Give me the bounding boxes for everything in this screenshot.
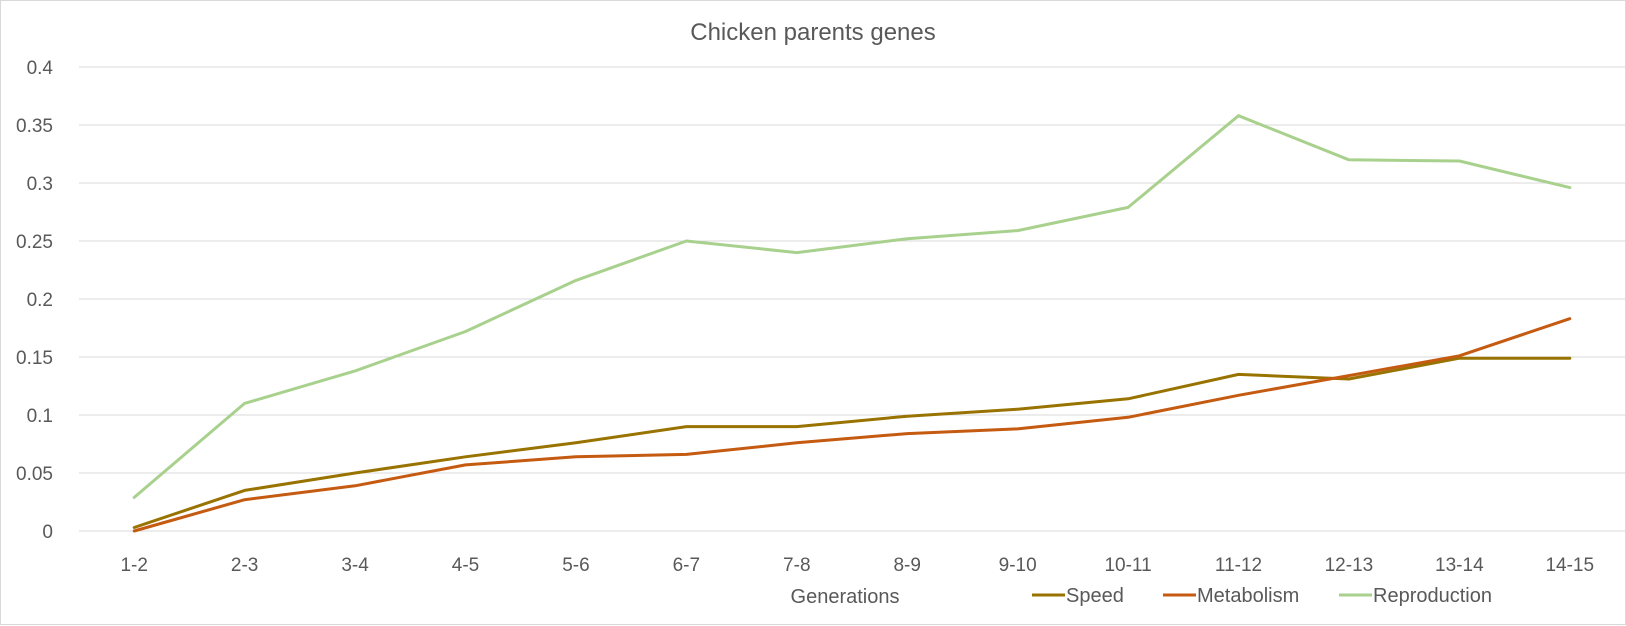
y-axis: 0 0.05 0.1 0.15 0.2 0.25 0.3 0.35 0.4: [16, 58, 53, 543]
y-tick-label: 0.3: [27, 174, 53, 195]
series-line-speed: [132, 356, 1572, 529]
legend-label-speed: Speed: [1066, 585, 1124, 607]
chart-title: Chicken parents genes: [690, 19, 935, 46]
y-tick-label: 0.15: [16, 348, 53, 369]
x-tick-label: 10-11: [1104, 555, 1151, 576]
x-tick-label: 12-13: [1325, 555, 1374, 576]
x-tick-label: 3-4: [341, 555, 369, 576]
y-tick-label: 0.1: [27, 406, 53, 427]
y-tick-label: 0.25: [16, 232, 53, 253]
x-tick-label: 1-2: [120, 555, 147, 576]
x-tick-label: 4-5: [452, 555, 479, 576]
series-line-reproduction: [132, 114, 1572, 499]
y-tick-label: 0.4: [27, 58, 54, 79]
x-tick-label: 2-3: [231, 555, 258, 576]
x-tick-label: 9-10: [999, 555, 1037, 576]
y-tick-label: 0.05: [16, 464, 53, 485]
x-tick-label: 5-6: [562, 555, 589, 576]
y-tick-label: 0.35: [16, 116, 53, 137]
x-axis: 1-2 2-3 3-4 4-5 5-6 6-7 7-8 8-9 9-10 10-11 11-12 12…: [120, 555, 1594, 576]
x-tick-label: 13-14: [1435, 555, 1484, 576]
legend-label-reproduction: Reproduction: [1373, 585, 1492, 607]
x-tick-label: 14-15: [1545, 555, 1594, 576]
gridlines: [79, 66, 1625, 532]
x-axis-title: Generations: [791, 586, 900, 608]
x-tick-label: 11-12: [1215, 555, 1262, 576]
x-tick-label: 7-8: [783, 555, 810, 576]
x-tick-label: 6-7: [673, 555, 700, 576]
legend: Speed Metabolism Reproduction: [1032, 585, 1492, 607]
series-line-metabolism: [132, 317, 1572, 533]
series-lines: [132, 114, 1572, 533]
legend-label-metabolism: Metabolism: [1197, 585, 1299, 607]
y-tick-label: 0: [42, 522, 53, 543]
y-tick-label: 0.2: [27, 290, 53, 311]
x-tick-label: 8-9: [893, 555, 920, 576]
